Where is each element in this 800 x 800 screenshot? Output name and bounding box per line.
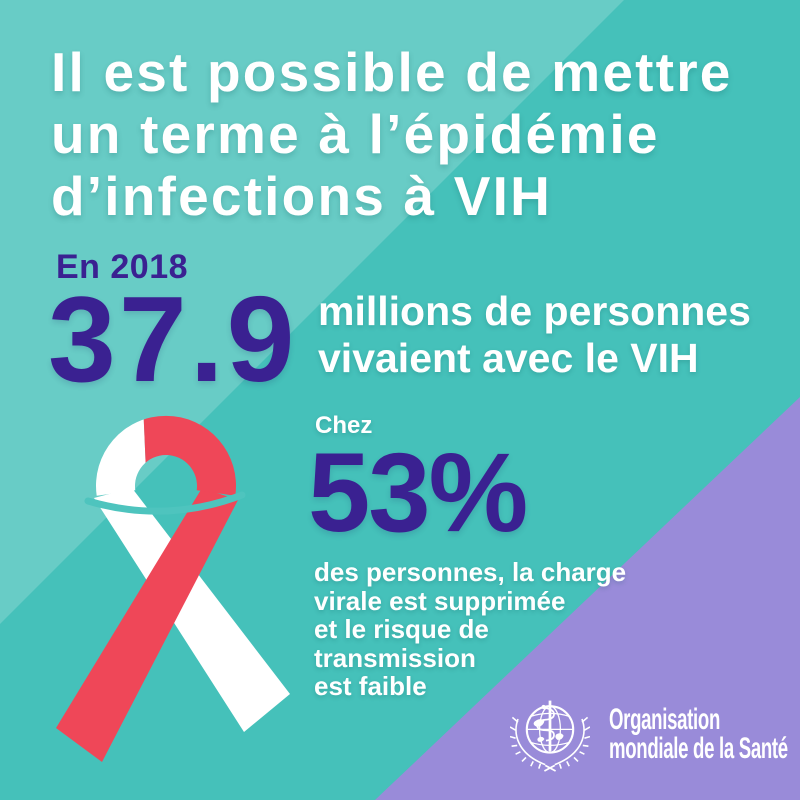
stat-unit-line-1: millions de personnes [318, 288, 751, 334]
stat-detail-line-4: transmission [314, 642, 476, 673]
headline: Il est possible de mettre un terme à l’é… [51, 41, 733, 227]
stat-value-37-9: 37.9 [48, 271, 298, 407]
hiv-awareness-ribbon-icon [56, 415, 290, 762]
who-wordmark-line-2: mondiale de la Santé [609, 732, 788, 765]
stat-detail-line-5: est faible [314, 671, 427, 701]
headline-line-2: un terme à l’épidémie [51, 103, 660, 165]
stat-detail-line-1: des personnes, la charge [314, 557, 627, 587]
ribbon-white-band [94, 488, 290, 732]
who-wordmark: Organisation mondiale de la Santé [609, 703, 788, 765]
year-label: En 2018 [56, 248, 189, 286]
stat-detail-text: des personnes, la charge virale est supp… [314, 558, 626, 701]
stat-detail-line-2: virale est supprimée [314, 585, 566, 616]
ribbon-fold-slit [84, 491, 246, 515]
headline-line-3: d’infections à VIH [51, 165, 553, 227]
ribbon-red-band [56, 488, 238, 762]
ribbon-loop-white [96, 415, 149, 496]
stat-unit-line-2: vivaient avec le VIH [318, 335, 699, 381]
stat-detail-line-3: et le risque de [314, 614, 489, 644]
stat-unit-text: millions de personnes vivaient avec le V… [318, 288, 751, 382]
ribbon-loop-red [143, 415, 236, 496]
stat-intro-label: Chez [315, 412, 373, 439]
who-wordmark-line-1: Organisation [609, 703, 720, 736]
stat-value-53: 53% [308, 430, 528, 555]
headline-line-1: Il est possible de mettre [51, 41, 733, 103]
who-emblem-icon [510, 700, 590, 772]
